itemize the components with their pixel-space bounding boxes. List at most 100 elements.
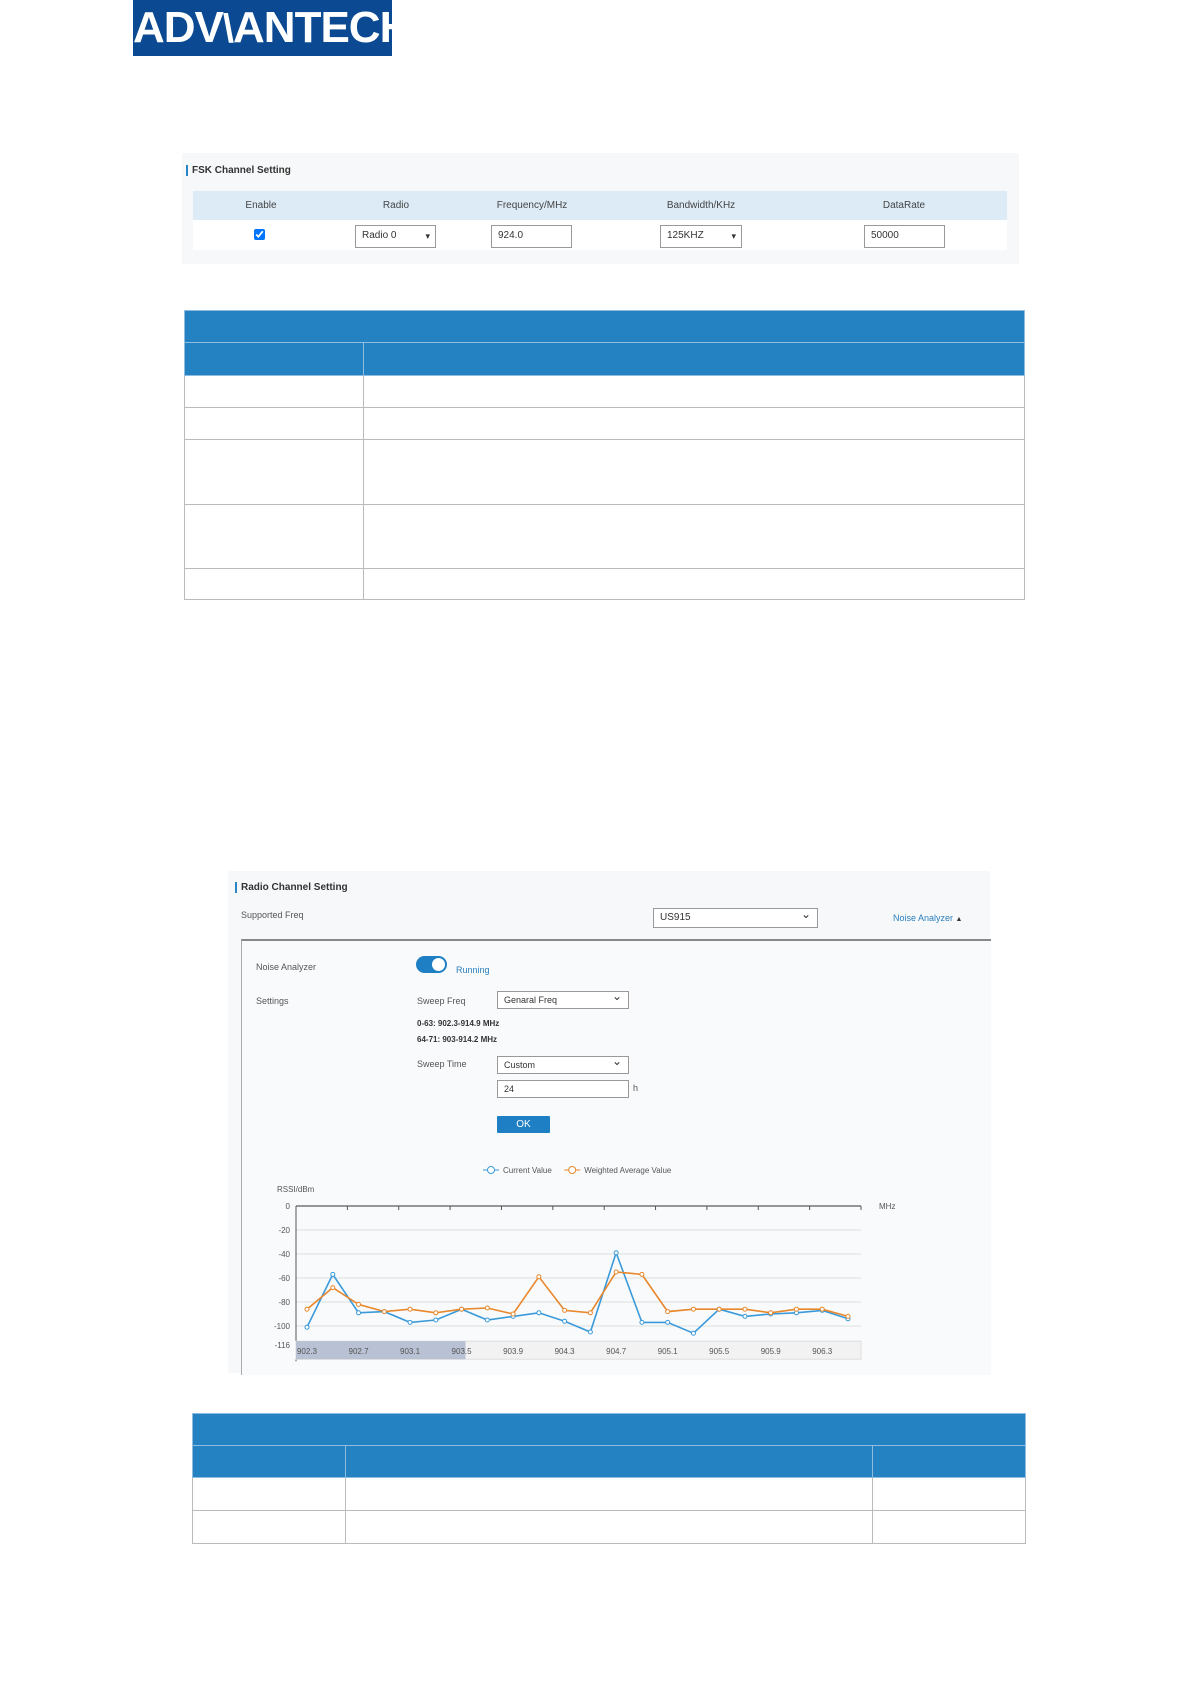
data-point [433,1317,439,1323]
data-point [536,1274,542,1280]
col-enable: Enable [245,200,277,211]
x-tick-label: 904.7 [606,1347,627,1356]
series-line-0 [306,1250,849,1335]
data-point [484,1305,490,1311]
col-radio: Radio [382,200,410,211]
data-point [690,1306,696,1312]
parameter-table-1 [184,310,1025,600]
data-point [768,1310,774,1316]
fsk-channel-panel: FSK Channel Setting Enable Radio Frequen… [182,153,1019,264]
sweep-freq-select[interactable]: Genaral Freq [497,988,629,1009]
range-text-2: 64-71: 903-914.2 MHz [417,1035,498,1044]
data-point [639,1319,645,1325]
supported-freq-select[interactable]: US915 [653,905,818,928]
data-point [845,1313,851,1319]
datarate-input[interactable]: 50000 [864,225,945,248]
data-point [562,1307,568,1313]
frequency-input[interactable]: 924.0 [491,225,572,248]
caret-up-icon: ▲ [955,916,963,923]
x-tick-label: 906.3 [812,1347,833,1356]
data-point [639,1271,645,1277]
data-point [536,1310,542,1316]
sweep-time-label: Sweep Time [417,1059,467,1069]
settings-label: Settings [256,996,289,1006]
data-point [484,1317,490,1323]
data-point [407,1306,413,1312]
y-tick-label: -100 [274,1322,291,1331]
zoom-slider-window [296,1341,466,1360]
data-point [433,1310,439,1316]
data-point [304,1306,310,1312]
x-tick-label: 904.3 [555,1347,576,1356]
data-point [742,1306,748,1312]
noise-analyzer-link[interactable]: Noise Analyzer ▲ [893,913,962,923]
legend-label: Current Value [503,1166,552,1175]
x-tick-label: 903.9 [503,1347,524,1356]
radio-select[interactable]: Radio 0 [355,225,436,248]
data-point [665,1319,671,1325]
enable-checkbox[interactable] [254,229,265,240]
sweep-freq-label: Sweep Freq [417,996,466,1006]
radio-title: Radio Channel Setting [235,882,348,893]
data-point [819,1306,825,1312]
x-tick-label: 903.5 [452,1347,473,1356]
col-datarate: DataRate [882,200,926,211]
data-point [587,1310,593,1316]
sweep-hours-input[interactable]: 24 [497,1080,629,1098]
x-axis-unit: MHz [879,1202,895,1211]
y-tick-label: 0 [286,1202,291,1211]
ok-button[interactable]: OK [497,1116,550,1133]
data-point [793,1306,799,1312]
data-point [716,1306,722,1312]
x-tick-label: 905.9 [761,1347,782,1356]
x-tick-label: 902.7 [349,1347,370,1356]
data-point [742,1313,748,1319]
running-status: Running [456,965,490,975]
y-tick-label: -20 [278,1226,290,1235]
fsk-title: FSK Channel Setting [186,165,291,176]
fsk-header [193,191,1007,220]
supported-freq-label: Supported Freq [241,910,304,920]
y-tick-label: -116 [275,1341,291,1350]
data-point [587,1329,593,1335]
x-tick-label: 905.5 [709,1347,730,1356]
advantech-logo: ADV\ANTECH [133,0,411,56]
y-tick-label: -80 [278,1298,290,1307]
x-tick-label: 902.3 [297,1347,318,1356]
y-tick-label: -60 [278,1274,290,1283]
noise-analyzer-toggle[interactable] [416,956,447,973]
series-line-1 [306,1271,849,1318]
data-point [613,1269,619,1275]
y-tick-label: -40 [278,1250,290,1259]
data-point [613,1250,619,1256]
x-tick-label: 905.1 [658,1347,679,1356]
legend-label: Weighted Average Value [584,1166,672,1175]
range-text-1: 0-63: 902.3-914.9 MHz [417,1019,500,1028]
x-tick-label: 903.1 [400,1347,421,1356]
data-point [356,1310,362,1316]
parameter-table-2 [192,1413,1026,1544]
legend-marker [487,1166,495,1174]
col-bandwidth: Bandwidth/KHz [666,200,736,211]
data-point [407,1319,413,1325]
data-point [330,1285,336,1291]
data-point [665,1309,671,1315]
col-frequency: Frequency/MHz [496,200,568,211]
data-point [459,1306,465,1312]
data-point [381,1309,387,1315]
bandwidth-select[interactable]: 125KHZ [660,225,742,248]
legend-marker [568,1166,577,1174]
noise-analyzer-label: Noise Analyzer [256,962,317,972]
data-point [356,1301,362,1307]
y-axis-label: RSSI/dBm [277,1185,315,1194]
data-point [510,1311,516,1317]
data-point [562,1318,568,1324]
data-point [304,1324,310,1330]
noise-analyzer-link-label: Noise Analyzer [893,913,954,923]
data-point [690,1330,696,1336]
sweep-time-select[interactable]: Custom [497,1053,629,1074]
data-point [330,1271,336,1277]
hours-unit: h [633,1083,639,1093]
